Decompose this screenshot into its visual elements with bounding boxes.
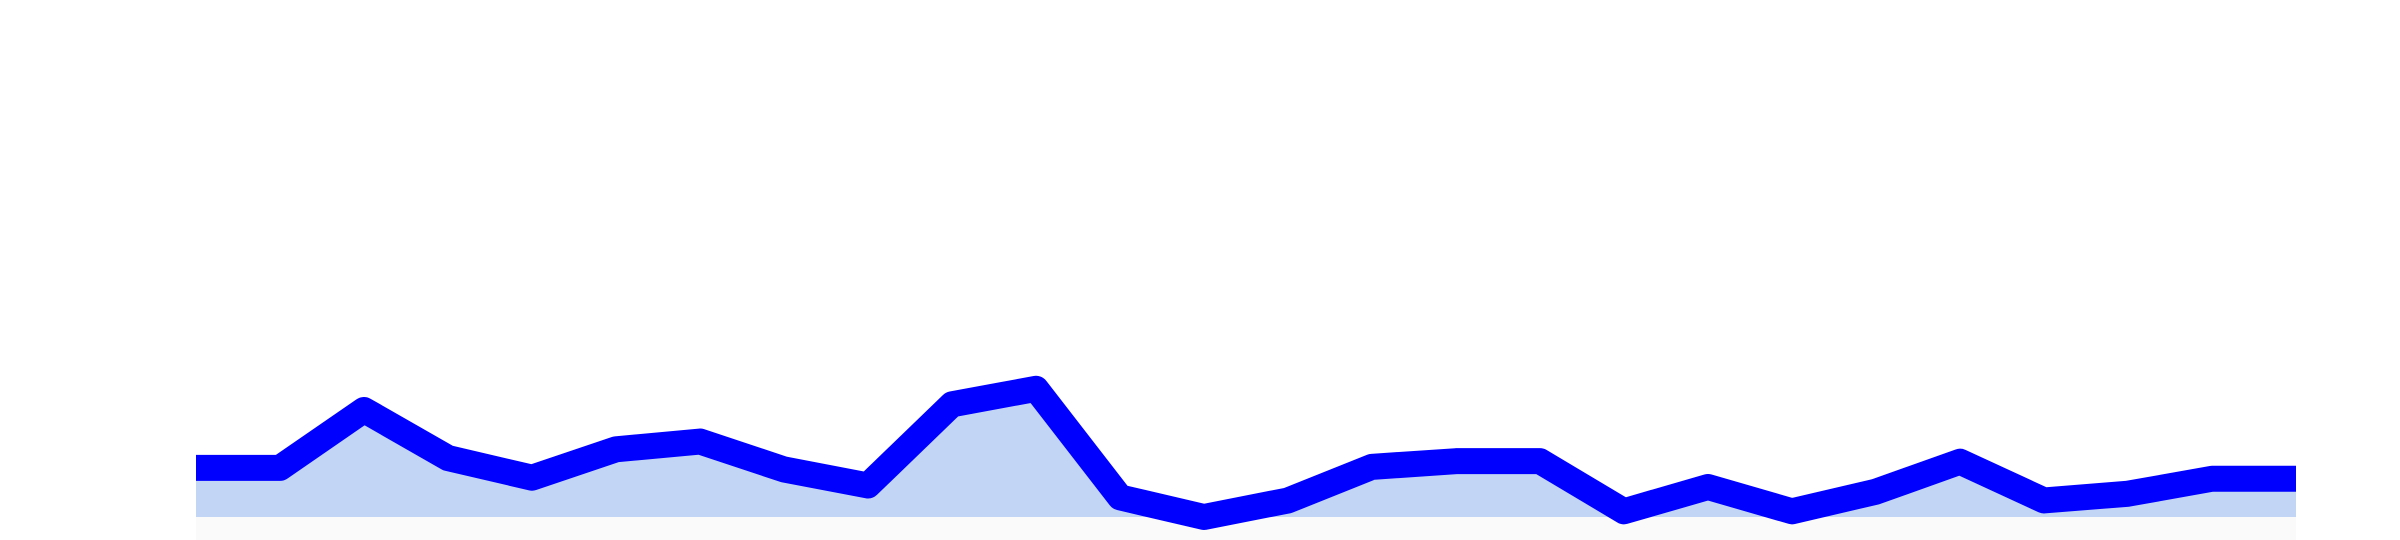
- plot-baseline-strip: [196, 517, 2296, 540]
- series-0-area: [196, 388, 2296, 517]
- area-fill-layer: [196, 388, 2296, 517]
- series-0-line: [196, 375, 2296, 530]
- series-line-layer: [196, 375, 2296, 530]
- plot-area: [196, 375, 2296, 540]
